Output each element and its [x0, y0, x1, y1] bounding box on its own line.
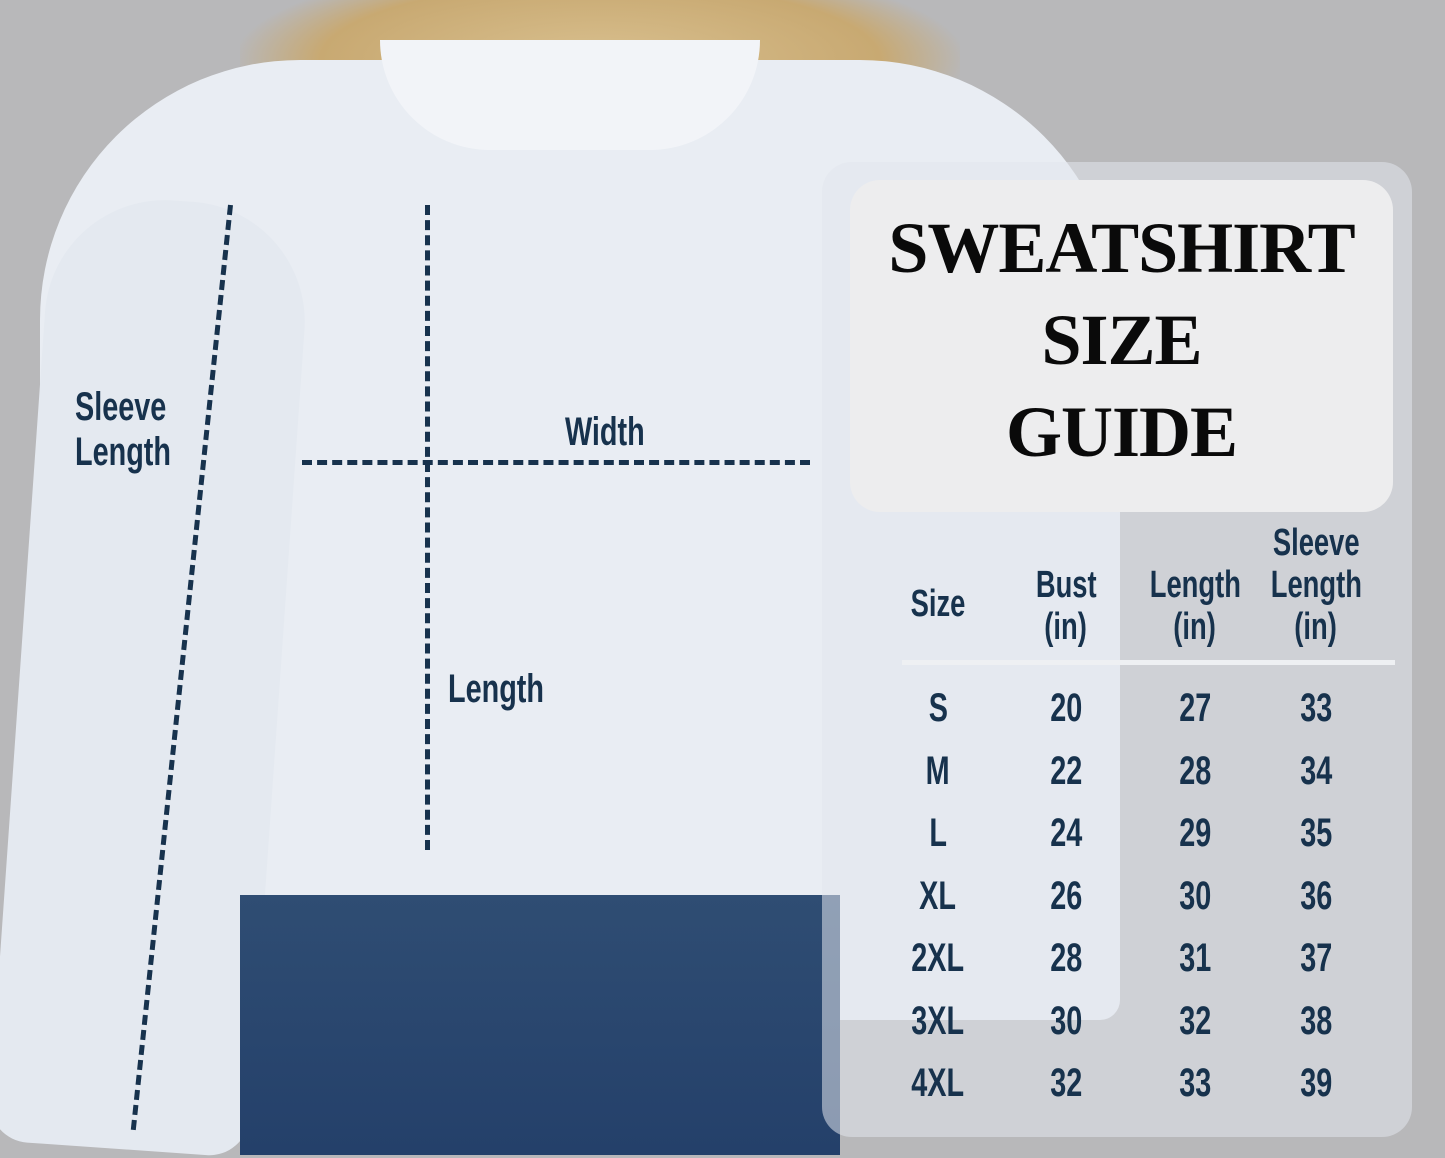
- cell-text: 33: [1178, 1061, 1212, 1105]
- table-cell: 2XL: [863, 936, 1013, 980]
- cell-text: 34: [1299, 748, 1333, 793]
- sleeve-label-2: Length: [75, 430, 171, 474]
- sleeve-label-1: Sleeve: [75, 385, 167, 429]
- cell-text: 30: [1049, 998, 1083, 1043]
- cell-text: 36: [1299, 873, 1333, 918]
- table-cell: XL: [863, 874, 1013, 918]
- cell-text: M: [925, 748, 950, 793]
- cell-text: 26: [1049, 873, 1083, 918]
- neckline: [380, 40, 760, 150]
- table-cell: S: [863, 686, 1013, 730]
- cell-text: 4XL: [911, 1061, 965, 1105]
- header-text: (in): [1294, 606, 1338, 648]
- table-cell: 32: [1120, 999, 1270, 1043]
- title-line-3: GUIDE: [1005, 392, 1238, 472]
- cell-text: 30: [1178, 873, 1212, 918]
- table-cell: 35: [1241, 811, 1391, 855]
- table-cell: 27: [1120, 686, 1270, 730]
- jeans: [240, 895, 840, 1155]
- cell-text: 29: [1178, 811, 1212, 855]
- table-cell: 4XL: [863, 1061, 1013, 1105]
- cell-text: 22: [1049, 748, 1083, 793]
- table-cell: M: [863, 749, 1013, 793]
- column-header: Bust: [991, 564, 1141, 606]
- table-cell: 24: [991, 811, 1141, 855]
- cell-text: 3XL: [911, 998, 965, 1043]
- cell-text: 32: [1049, 1061, 1083, 1105]
- column-header: (in): [1120, 606, 1270, 648]
- cell-text: 24: [1049, 811, 1083, 855]
- column-header: Size: [863, 583, 1013, 625]
- cell-text: 35: [1299, 811, 1333, 855]
- length-label: Length: [448, 667, 544, 711]
- header-text: (in): [1044, 606, 1088, 648]
- header-text: Sleeve: [1272, 522, 1360, 564]
- column-header: Length: [1120, 564, 1270, 606]
- cell-text: 32: [1178, 998, 1212, 1043]
- cell-text: 20: [1049, 686, 1083, 730]
- table-cell: 29: [1120, 811, 1270, 855]
- table-cell: 33: [1241, 686, 1391, 730]
- title-box: SWEATSHIRT SIZE GUIDE: [850, 180, 1393, 512]
- column-header: (in): [991, 606, 1141, 648]
- table-cell: 37: [1241, 936, 1391, 980]
- header-divider: [902, 660, 1395, 665]
- table-cell: 30: [1120, 874, 1270, 918]
- table-cell: 28: [1120, 749, 1270, 793]
- header-text: Length: [1270, 564, 1362, 606]
- table-cell: 20: [991, 686, 1141, 730]
- cell-text: 28: [1049, 936, 1083, 980]
- title-line-2: SIZE: [1041, 300, 1202, 380]
- cell-text: S: [928, 686, 948, 730]
- table-cell: 32: [991, 1061, 1141, 1105]
- cell-text: L: [929, 811, 947, 855]
- table-cell: 31: [1120, 936, 1270, 980]
- table-cell: 28: [991, 936, 1141, 980]
- table-cell: 39: [1241, 1061, 1391, 1105]
- table-cell: 33: [1120, 1061, 1270, 1105]
- table-cell: L: [863, 811, 1013, 855]
- length-line: [425, 205, 430, 850]
- table-cell: 3XL: [863, 999, 1013, 1043]
- cell-text: 33: [1299, 686, 1333, 730]
- cell-text: XL: [919, 873, 957, 918]
- title-line-1: SWEATSHIRT: [888, 208, 1355, 288]
- column-header: Sleeve: [1241, 522, 1391, 564]
- header-text: Length: [1149, 564, 1241, 606]
- cell-text: 31: [1178, 936, 1212, 980]
- header-text: (in): [1173, 606, 1217, 648]
- cell-text: 27: [1178, 686, 1212, 730]
- table-cell: 22: [991, 749, 1141, 793]
- header-text: Bust: [1035, 564, 1097, 606]
- table-cell: 26: [991, 874, 1141, 918]
- cell-text: 39: [1299, 1061, 1333, 1105]
- cell-text: 38: [1299, 998, 1333, 1043]
- column-header: (in): [1241, 606, 1391, 648]
- table-cell: 36: [1241, 874, 1391, 918]
- cell-text: 28: [1178, 748, 1212, 793]
- cell-text: 37: [1299, 936, 1333, 980]
- header-text: Size: [910, 583, 966, 625]
- table-cell: 34: [1241, 749, 1391, 793]
- column-header: Length: [1241, 564, 1391, 606]
- cell-text: 2XL: [911, 936, 965, 980]
- table-cell: 38: [1241, 999, 1391, 1043]
- width-label: Width: [565, 410, 645, 454]
- width-line: [302, 460, 810, 465]
- table-cell: 30: [991, 999, 1141, 1043]
